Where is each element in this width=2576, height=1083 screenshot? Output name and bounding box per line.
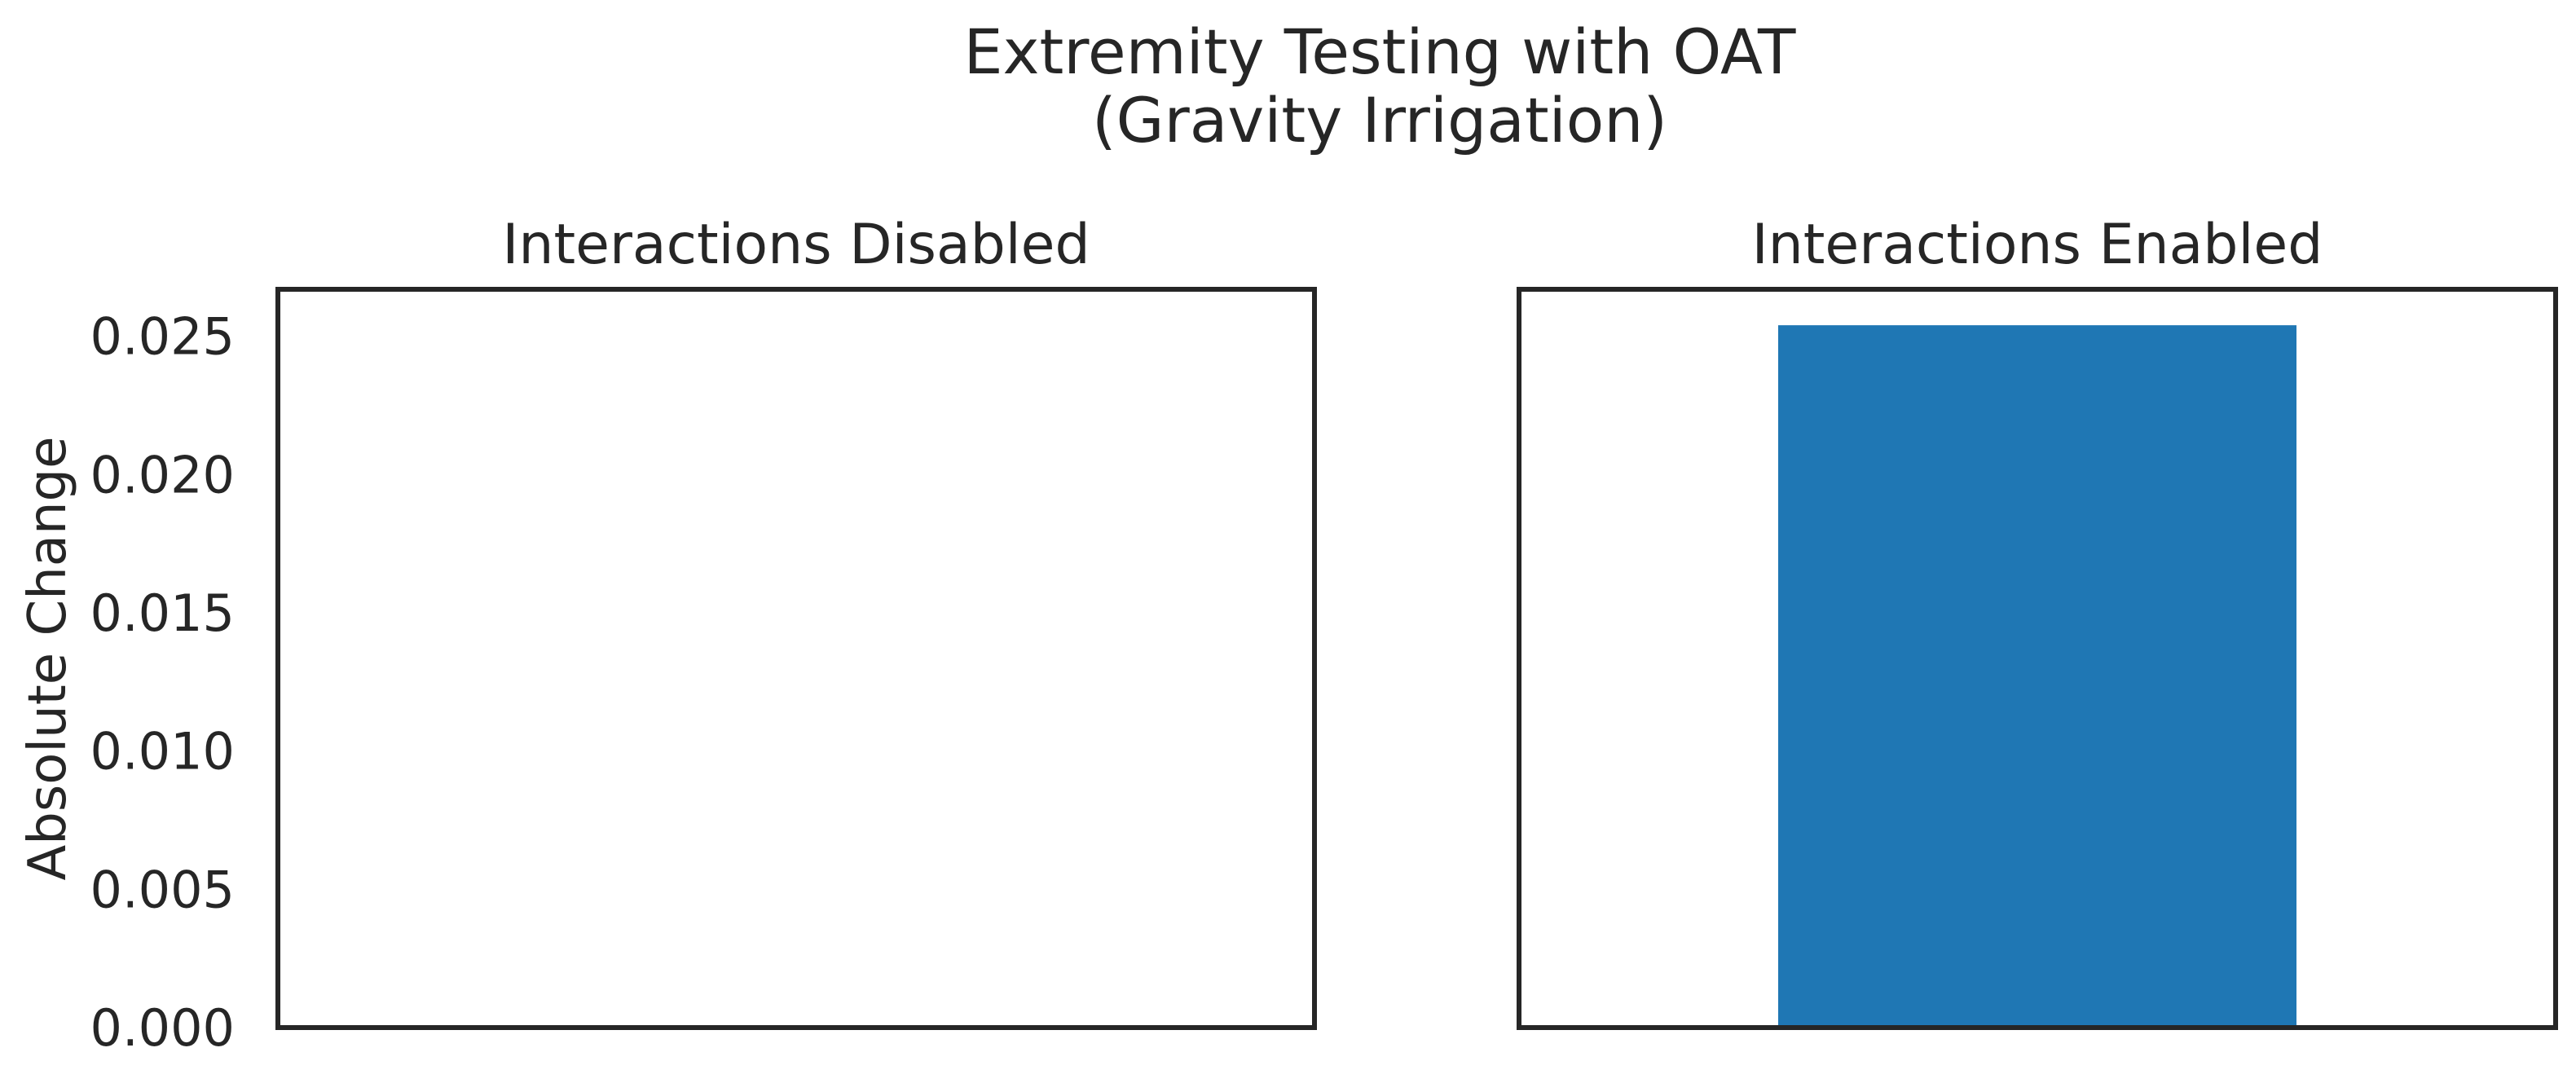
y-tick-label: 0.015 xyxy=(90,583,236,643)
right-bars xyxy=(1778,325,2296,1028)
panel-right: Interactions Enabled xyxy=(1517,213,2558,1030)
panel-left-title: Interactions Disabled xyxy=(502,213,1090,277)
panel-right-title: Interactions Enabled xyxy=(1752,213,2323,277)
panel-right-bar xyxy=(1778,325,2296,1028)
panel-left: Interactions Disabled 0.0000.0050.0100.0… xyxy=(18,213,1317,1058)
y-tick-label: 0.005 xyxy=(90,860,236,919)
panel-left-frame xyxy=(275,287,1317,1030)
y-tick-label: 0.020 xyxy=(90,445,236,504)
y-tick-label: 0.000 xyxy=(90,998,236,1058)
y-tick-label: 0.010 xyxy=(90,722,236,781)
figure-title-line2: (Gravity Irrigation) xyxy=(1092,84,1667,156)
panel-right-frame xyxy=(1517,287,2558,1030)
figure-title-line1: Extremity Testing with OAT xyxy=(964,15,1797,88)
y-axis-ticks: 0.000 0.005 0.010 0.015 0.020 0.025 xyxy=(90,307,236,1058)
y-axis-label: Absolute Change xyxy=(18,436,78,880)
y-tick-label: 0.025 xyxy=(90,307,236,367)
